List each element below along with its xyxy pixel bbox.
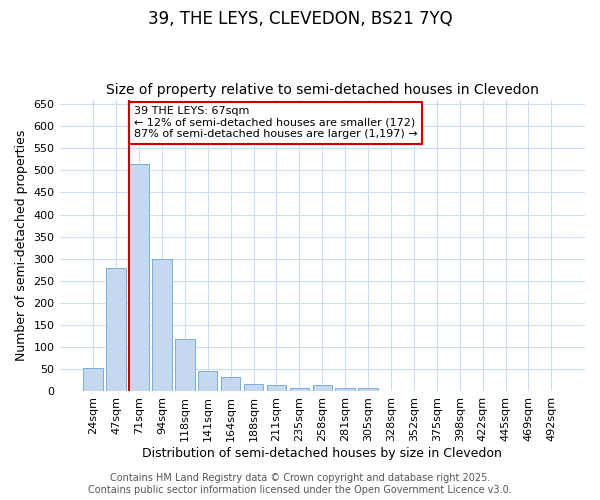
Title: Size of property relative to semi-detached houses in Clevedon: Size of property relative to semi-detach… <box>106 83 539 97</box>
Bar <box>542 390 561 392</box>
Bar <box>198 370 217 392</box>
Bar <box>404 390 424 392</box>
Bar <box>83 368 103 392</box>
Bar <box>335 388 355 392</box>
Text: 39 THE LEYS: 67sqm
← 12% of semi-detached houses are smaller (172)
87% of semi-d: 39 THE LEYS: 67sqm ← 12% of semi-detache… <box>134 106 418 140</box>
Bar <box>381 390 401 392</box>
Bar <box>221 377 241 392</box>
Bar <box>244 384 263 392</box>
Y-axis label: Number of semi-detached properties: Number of semi-detached properties <box>15 130 28 361</box>
Bar <box>427 390 446 392</box>
Bar <box>175 339 194 392</box>
Text: Contains HM Land Registry data © Crown copyright and database right 2025.
Contai: Contains HM Land Registry data © Crown c… <box>88 474 512 495</box>
Text: 39, THE LEYS, CLEVEDON, BS21 7YQ: 39, THE LEYS, CLEVEDON, BS21 7YQ <box>148 10 452 28</box>
Bar <box>152 259 172 392</box>
Bar <box>358 388 378 392</box>
Bar <box>129 164 149 392</box>
Bar <box>106 268 126 392</box>
Bar <box>267 386 286 392</box>
Bar <box>313 386 332 392</box>
X-axis label: Distribution of semi-detached houses by size in Clevedon: Distribution of semi-detached houses by … <box>142 447 502 460</box>
Bar <box>290 388 309 392</box>
Bar <box>450 390 469 392</box>
